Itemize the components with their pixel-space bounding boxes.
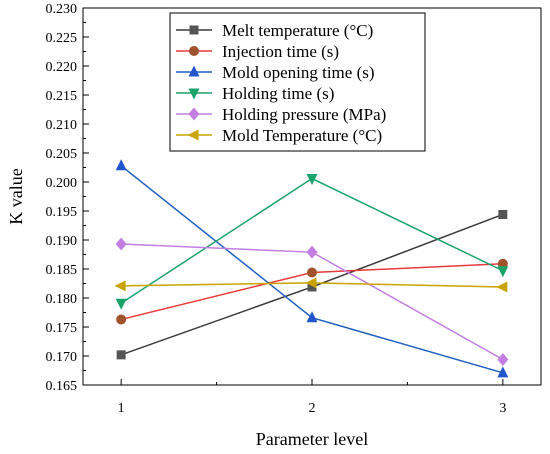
x-tick-label: 2 <box>309 401 316 416</box>
y-tick-label: 0.175 <box>46 321 78 336</box>
y-axis-title: K value <box>6 168 26 224</box>
data-point <box>306 174 318 186</box>
y-tick-label: 0.165 <box>46 379 78 394</box>
x-axis-title: Parameter level <box>256 429 368 449</box>
legend: Melt temperature (°C) Injection time (s) M… <box>169 12 426 152</box>
legend-label: Holding pressure (MPa) <box>222 105 386 124</box>
legend-marker <box>188 107 200 121</box>
y-tick-label: 0.185 <box>46 263 78 278</box>
data-point <box>116 314 127 325</box>
y-tick-label: 0.225 <box>46 31 78 46</box>
series-4 <box>115 237 509 366</box>
legend-marker <box>187 129 199 141</box>
data-point <box>496 281 508 293</box>
y-tick-label: 0.180 <box>46 292 78 307</box>
legend-label: Holding time (s) <box>222 84 334 103</box>
y-tick-label: 0.205 <box>46 147 78 162</box>
y-tick-label: 0.195 <box>46 205 78 220</box>
series-0 <box>116 209 508 360</box>
legend-item: Melt temperature (°C) <box>176 21 373 40</box>
data-point <box>498 209 508 219</box>
y-tick-label: 0.190 <box>46 234 78 249</box>
data-point <box>115 159 127 171</box>
series-layer <box>114 159 509 378</box>
y-tick-label: 0.230 <box>46 2 78 17</box>
data-point <box>307 282 317 292</box>
legend-item: Holding time (s) <box>176 84 334 103</box>
legend-label: Mold Temperature (°C) <box>222 126 382 145</box>
data-point <box>305 277 317 289</box>
y-tick-label: 0.215 <box>46 89 78 104</box>
x-tick-label: 1 <box>118 401 125 416</box>
data-point <box>497 266 509 278</box>
series-2 <box>115 159 509 378</box>
series-line <box>121 243 504 361</box>
legend-item: Mold Temperature (°C) <box>176 126 382 145</box>
data-point <box>497 366 509 378</box>
legend-box <box>169 12 426 152</box>
data-point <box>114 280 126 292</box>
series-5 <box>114 277 508 293</box>
legend-marker <box>189 25 199 35</box>
series-3 <box>115 174 509 310</box>
x-tick-label: 3 <box>499 401 506 416</box>
y-tick-label: 0.220 <box>46 60 78 75</box>
data-point <box>115 237 127 251</box>
legend-item: Holding pressure (MPa) <box>176 105 386 124</box>
data-point <box>306 311 318 323</box>
data-point <box>306 245 318 259</box>
data-point <box>307 267 317 278</box>
data-point <box>497 352 509 366</box>
y-tick-label: 0.210 <box>46 118 78 133</box>
legend-label: Melt temperature (°C) <box>222 21 373 40</box>
legend-marker <box>188 88 200 100</box>
legend-marker <box>189 46 199 56</box>
legend-marker <box>188 65 200 77</box>
legend-label: Injection time (s) <box>222 42 339 61</box>
y-tick-labels: 0.165 0.170 0.175 0.180 0.185 0.190 0.195 0.200… <box>46 2 78 394</box>
x-tick-labels: 1 2 3 <box>118 401 507 416</box>
legend-label: Mold opening time (s) <box>222 63 375 82</box>
data-point <box>115 298 127 310</box>
y-tick-label: 0.170 <box>46 350 78 365</box>
data-point <box>116 350 126 360</box>
legend-item: Mold opening time (s) <box>176 63 375 82</box>
legend-item: Injection time (s) <box>176 42 339 61</box>
plot-frame <box>82 7 542 386</box>
y-tick-label: 0.200 <box>46 176 78 191</box>
